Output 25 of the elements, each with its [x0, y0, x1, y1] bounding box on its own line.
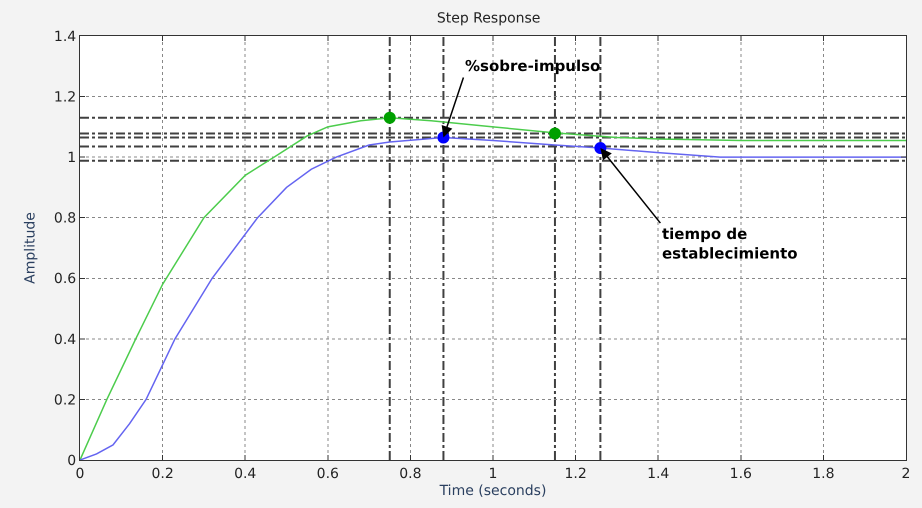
annotation: %sobre-impulso [465, 57, 600, 75]
x-tick-label: 1.2 [564, 466, 587, 482]
point [548, 128, 561, 140]
x-tick-label: 1 [488, 466, 498, 482]
y-tick-label: 1.4 [54, 28, 76, 45]
x-tick-label: 1.8 [812, 466, 835, 482]
x-tick-label: 2 [902, 466, 910, 482]
x-tick-label: 1.4 [647, 466, 670, 482]
x-tick-label: 0.4 [234, 466, 256, 482]
y-tick-label: 0.2 [54, 392, 76, 408]
y-tick-label: 1 [67, 150, 76, 166]
annotation: tiempo de establecimiento [662, 225, 798, 262]
y-tick-label: 0.8 [54, 210, 76, 227]
chart-title: Step Response [436, 10, 540, 26]
x-tick-label: 0.6 [316, 466, 340, 482]
x-axis-title: Time (seconds) [438, 483, 546, 500]
x-tick-label: 0.8 [399, 466, 422, 482]
y-tick-label: 0.6 [54, 271, 76, 288]
point [384, 112, 396, 124]
y-axis-title: Amplitude [22, 212, 39, 284]
y-tick-label: 0.4 [54, 332, 76, 348]
x-tick-label: 0.2 [151, 466, 174, 482]
y-tick-label: 1.2 [54, 89, 76, 106]
y-tick-label: 0 [67, 452, 76, 469]
x-tick-label: 1.6 [730, 466, 752, 482]
